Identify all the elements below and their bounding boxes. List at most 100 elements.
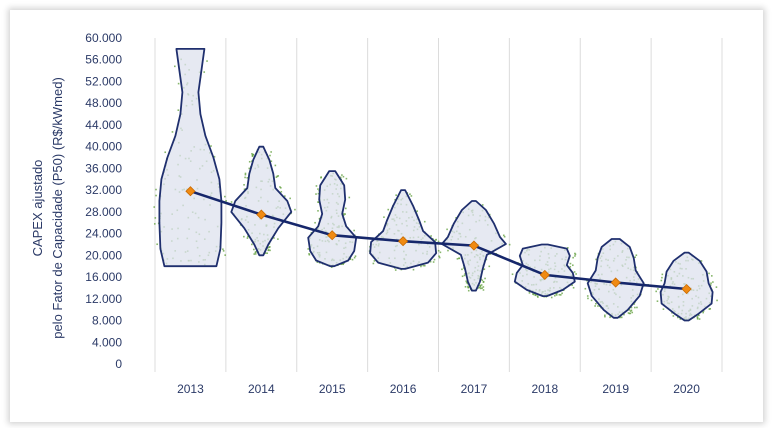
data-point — [318, 201, 320, 204]
y-tick-label: 4.000 — [92, 335, 122, 349]
data-point — [153, 223, 156, 225]
data-point — [586, 295, 589, 297]
data-point — [420, 265, 422, 268]
data-point — [655, 290, 658, 293]
data-point — [464, 272, 466, 275]
data-point — [528, 292, 531, 294]
y-tick-label: 40.000 — [85, 140, 122, 154]
data-point — [634, 256, 636, 258]
data-point — [656, 300, 659, 303]
data-point — [708, 272, 710, 275]
data-point — [243, 188, 246, 191]
data-point — [628, 312, 631, 315]
data-point — [465, 280, 468, 283]
data-point — [387, 208, 390, 211]
data-point — [429, 260, 432, 263]
data-point — [410, 195, 413, 197]
data-point — [477, 287, 480, 289]
data-point — [274, 164, 277, 167]
median-marker-2013 — [185, 186, 196, 197]
data-point — [569, 266, 572, 268]
data-point — [634, 306, 636, 309]
data-point — [423, 220, 426, 223]
data-point — [342, 214, 345, 217]
data-point — [465, 281, 468, 284]
data-point — [269, 249, 271, 252]
data-point — [629, 312, 632, 315]
median-marker-2017 — [468, 240, 480, 251]
data-point — [230, 201, 233, 203]
data-point — [480, 284, 483, 286]
y-tick-label: 12.000 — [85, 292, 122, 306]
data-point — [268, 246, 270, 249]
data-point — [344, 213, 346, 215]
data-point — [344, 207, 347, 210]
data-point — [696, 316, 699, 318]
data-point — [590, 299, 593, 302]
data-point — [244, 176, 246, 179]
data-point — [467, 289, 470, 292]
data-point — [709, 284, 712, 286]
chart-frame — [10, 10, 763, 422]
data-point — [511, 273, 514, 276]
y-tick-label: 8.000 — [92, 314, 122, 328]
data-point — [437, 249, 440, 252]
data-point — [246, 237, 249, 239]
median-marker-2020 — [681, 283, 692, 295]
y-tick-label: 36.000 — [85, 161, 122, 175]
data-point — [164, 151, 167, 154]
data-point — [629, 310, 632, 312]
data-point — [482, 289, 485, 291]
data-point — [628, 308, 631, 311]
data-point — [416, 210, 418, 212]
data-point — [661, 276, 663, 279]
data-point — [251, 153, 253, 155]
data-point — [264, 252, 267, 254]
data-point — [710, 282, 712, 285]
data-point — [383, 216, 385, 218]
data-point — [633, 303, 636, 305]
data-point — [251, 243, 253, 246]
data-point — [559, 294, 562, 296]
data-point — [478, 286, 481, 289]
y-tick-label: 0 — [115, 357, 122, 371]
violin-2015 — [307, 170, 358, 268]
median-marker-2015 — [327, 230, 338, 241]
data-point — [712, 281, 714, 283]
y-tick-label: 44.000 — [85, 118, 122, 132]
data-point — [317, 201, 319, 203]
data-point — [462, 267, 465, 269]
data-point — [554, 294, 556, 297]
data-point — [657, 288, 659, 290]
violin-2013 — [158, 48, 223, 268]
data-point — [275, 176, 278, 178]
data-point — [430, 235, 432, 237]
data-point — [284, 195, 286, 197]
data-point — [330, 266, 333, 269]
data-point — [482, 286, 485, 288]
data-point — [479, 284, 481, 287]
data-point — [155, 194, 157, 197]
median-line — [185, 186, 692, 295]
data-point — [439, 251, 442, 254]
data-point — [353, 229, 355, 232]
data-point — [488, 265, 491, 268]
data-point — [558, 293, 561, 296]
y-tick-label: 28.000 — [85, 205, 122, 219]
data-point — [345, 177, 348, 180]
y-tick-label: 48.000 — [85, 96, 122, 110]
data-point — [698, 314, 700, 317]
data-point — [571, 264, 574, 267]
data-point — [203, 71, 206, 73]
data-point — [394, 269, 397, 271]
data-point — [461, 268, 463, 271]
data-point — [243, 235, 245, 238]
data-point — [307, 248, 310, 250]
data-point — [574, 253, 577, 256]
data-point — [537, 296, 539, 298]
data-point — [536, 295, 539, 297]
data-point — [481, 287, 483, 289]
data-point — [253, 248, 255, 251]
y-axis-label-line-2: pelo Fator de Capacidade (P50) (R$/kWmed… — [50, 77, 65, 339]
